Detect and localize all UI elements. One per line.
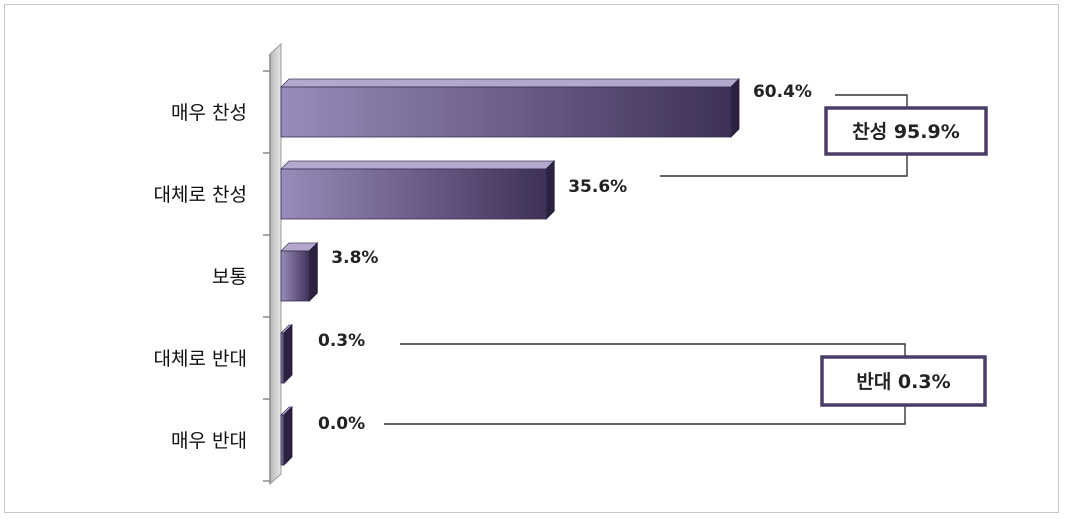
summary-box (820, 355, 987, 407)
category-label-0: 매우 찬성 (171, 102, 247, 124)
bar-top-face (280, 78, 740, 88)
bar-front-face (280, 250, 310, 302)
bar-side-face (283, 406, 293, 466)
value-label-3: 0.3% (318, 331, 365, 351)
bar-2 (280, 242, 319, 302)
bar-top-face (280, 160, 556, 170)
summary-annotation-0: 찬성 95.9% (660, 94, 988, 177)
bar-front-face (280, 86, 732, 138)
summary-label: 찬성 95.9% (852, 121, 960, 143)
bar-side-face (545, 160, 555, 220)
summary-label: 반대 0.3% (856, 371, 950, 393)
bars (280, 78, 740, 466)
summary-annotation-1: 반대 0.3% (384, 343, 987, 425)
value-label-4: 0.0% (318, 414, 365, 434)
bar-0 (280, 78, 740, 138)
value-label-1: 35.6% (568, 177, 627, 197)
category-label-4: 매우 반대 (171, 430, 247, 452)
bar-front-face (280, 414, 285, 466)
bar-side-face (283, 324, 293, 384)
bar-4 (280, 406, 293, 466)
category-label-1: 대체로 찬성 (154, 184, 247, 206)
value-label-0: 60.4% (753, 82, 812, 102)
axis-wall (269, 42, 282, 486)
summary-box (824, 106, 988, 156)
labels: 매우 찬성 60.4% 대체로 찬성 35.6% 보통 3.8% 대체로 반대 0.3% 매우 … (154, 82, 812, 452)
category-label-2: 보통 (212, 266, 247, 288)
value-label-2: 3.8% (331, 248, 378, 268)
annotations: 찬성 95.9% 반대 0.3% (384, 94, 988, 425)
category-axis (263, 42, 282, 486)
bar-side-face (308, 242, 318, 302)
bar-side-face (730, 78, 740, 138)
bar-3 (280, 324, 293, 384)
bar-front-face (280, 168, 547, 220)
bar-front-face (280, 332, 285, 384)
category-label-3: 대체로 반대 (154, 348, 247, 370)
bar-1 (280, 160, 556, 220)
